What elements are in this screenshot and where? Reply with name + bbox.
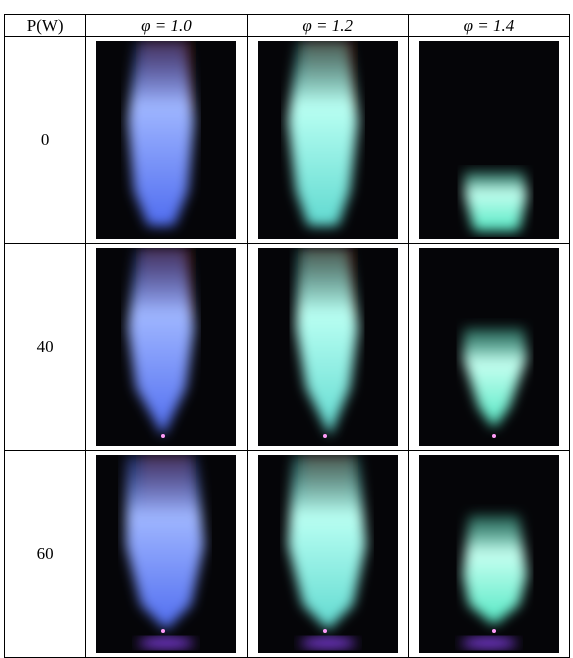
header-row: P(W) φ = 1.0 φ = 1.2 φ = 1.4 <box>3 14 571 37</box>
image-cell <box>246 243 409 451</box>
image-cell <box>246 450 409 658</box>
flame-photo <box>418 248 559 446</box>
image-cell <box>407 243 571 451</box>
power-cell: 60 <box>3 450 87 658</box>
table-row: 60 <box>3 450 571 658</box>
image-cell <box>85 243 248 451</box>
image-cell <box>85 36 248 244</box>
table-row: 40 <box>3 243 571 451</box>
image-cell <box>85 450 248 658</box>
flame-photo <box>257 41 398 239</box>
table-row: 0 <box>3 36 571 244</box>
flame-table: P(W) φ = 1.0 φ = 1.2 φ = 1.4 0 40 <box>3 14 571 658</box>
power-cell: 40 <box>3 243 87 451</box>
flame-photo <box>418 455 559 653</box>
image-cell <box>407 36 571 244</box>
phi-header: φ = 1.4 <box>407 14 571 37</box>
flame-photo <box>96 248 237 446</box>
flame-photo <box>257 248 398 446</box>
power-header: P(W) <box>3 14 87 37</box>
flame-photo <box>96 455 237 653</box>
phi-header: φ = 1.0 <box>85 14 248 37</box>
table-body: 0 40 60 <box>3 36 571 658</box>
image-cell <box>407 450 571 658</box>
phi-header: φ = 1.2 <box>246 14 409 37</box>
image-cell <box>246 36 409 244</box>
power-cell: 0 <box>3 36 87 244</box>
flame-photo <box>96 41 237 239</box>
flame-photo <box>418 41 559 239</box>
flame-photo <box>257 455 398 653</box>
